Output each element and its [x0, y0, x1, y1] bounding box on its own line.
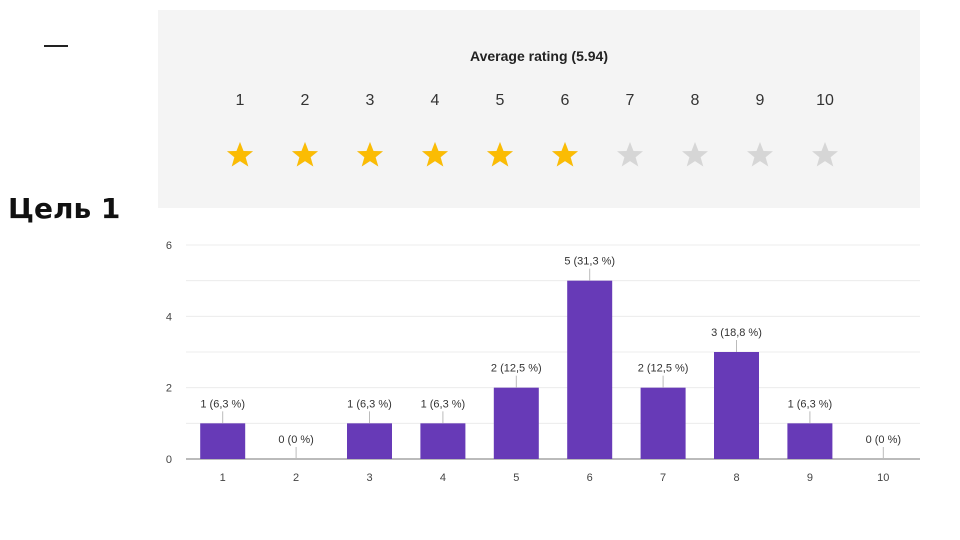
- rating-title: Average rating (5.94): [470, 48, 608, 64]
- dash-mark: [44, 45, 68, 47]
- rating-option-2: 2: [285, 90, 325, 170]
- star-icon: [745, 140, 775, 170]
- data-label: 1 (6,3 %): [347, 398, 392, 410]
- rating-number: 6: [560, 92, 570, 109]
- rating-option-5: 5: [480, 90, 520, 170]
- star-icon: [810, 140, 840, 170]
- data-label: 1 (6,3 %): [421, 398, 466, 410]
- bar-5: [493, 387, 539, 459]
- y-tick-label: 2: [166, 383, 172, 395]
- rating-number: 9: [755, 92, 765, 109]
- bar-1: [200, 423, 246, 459]
- x-tick-label: 2: [293, 472, 299, 484]
- bar-9: [787, 423, 833, 459]
- bar-7: [640, 387, 686, 459]
- rating-option-3: 3: [350, 90, 390, 170]
- data-label: 3 (18,8 %): [711, 327, 762, 339]
- rating-panel: Average rating (5.94) 1 2 3 4 5 6 7 8 9 10: [158, 10, 920, 208]
- star-icon: [225, 140, 255, 170]
- rating-option-6: 6: [545, 90, 585, 170]
- rating-number: 7: [625, 92, 635, 109]
- bar-3: [347, 423, 392, 459]
- x-tick-label: 3: [366, 472, 372, 484]
- rating-number: 8: [690, 92, 700, 109]
- data-label: 0 (0 %): [278, 434, 313, 446]
- data-label: 1 (6,3 %): [788, 398, 833, 410]
- rating-number: 2: [300, 92, 310, 109]
- x-tick-label: 1: [220, 472, 226, 484]
- rating-number: 3: [365, 92, 375, 109]
- star-icon: [355, 140, 385, 170]
- data-label: 1 (6,3 %): [200, 398, 245, 410]
- star-icon: [420, 140, 450, 170]
- goal-title: Цель 1: [8, 192, 121, 225]
- rating-option-7: 7: [610, 90, 650, 170]
- rating-number: 1: [235, 92, 245, 109]
- star-icon: [550, 140, 580, 170]
- x-tick-label: 7: [660, 472, 666, 484]
- bar-6: [567, 280, 613, 459]
- rating-number: 4: [430, 92, 440, 109]
- x-tick-label: 5: [513, 472, 519, 484]
- data-label: 2 (12,5 %): [638, 363, 689, 375]
- rating-number: 10: [816, 92, 834, 109]
- data-label: 5 (31,3 %): [564, 256, 615, 268]
- y-tick-label: 0: [166, 454, 172, 466]
- rating-option-9: 9: [740, 90, 780, 170]
- rating-option-10: 10: [805, 90, 845, 170]
- rating-option-8: 8: [675, 90, 715, 170]
- x-tick-label: 8: [733, 472, 739, 484]
- bar-4: [420, 423, 466, 459]
- rating-number: 5: [495, 92, 505, 109]
- data-label: 2 (12,5 %): [491, 363, 542, 375]
- star-icon: [615, 140, 645, 170]
- star-icon: [485, 140, 515, 170]
- x-tick-label: 6: [587, 472, 593, 484]
- star-icon: [680, 140, 710, 170]
- rating-option-4: 4: [415, 90, 455, 170]
- x-tick-label: 10: [877, 472, 889, 484]
- y-tick-label: 6: [166, 240, 172, 252]
- rating-option-1: 1: [220, 90, 260, 170]
- rating-scale: 1 2 3 4 5 6 7 8 9 10: [158, 90, 920, 180]
- x-tick-label: 9: [807, 472, 813, 484]
- bar-8: [714, 352, 759, 459]
- y-tick-label: 4: [166, 311, 172, 323]
- x-tick-label: 4: [440, 472, 446, 484]
- data-label: 0 (0 %): [866, 434, 901, 446]
- star-icon: [290, 140, 320, 170]
